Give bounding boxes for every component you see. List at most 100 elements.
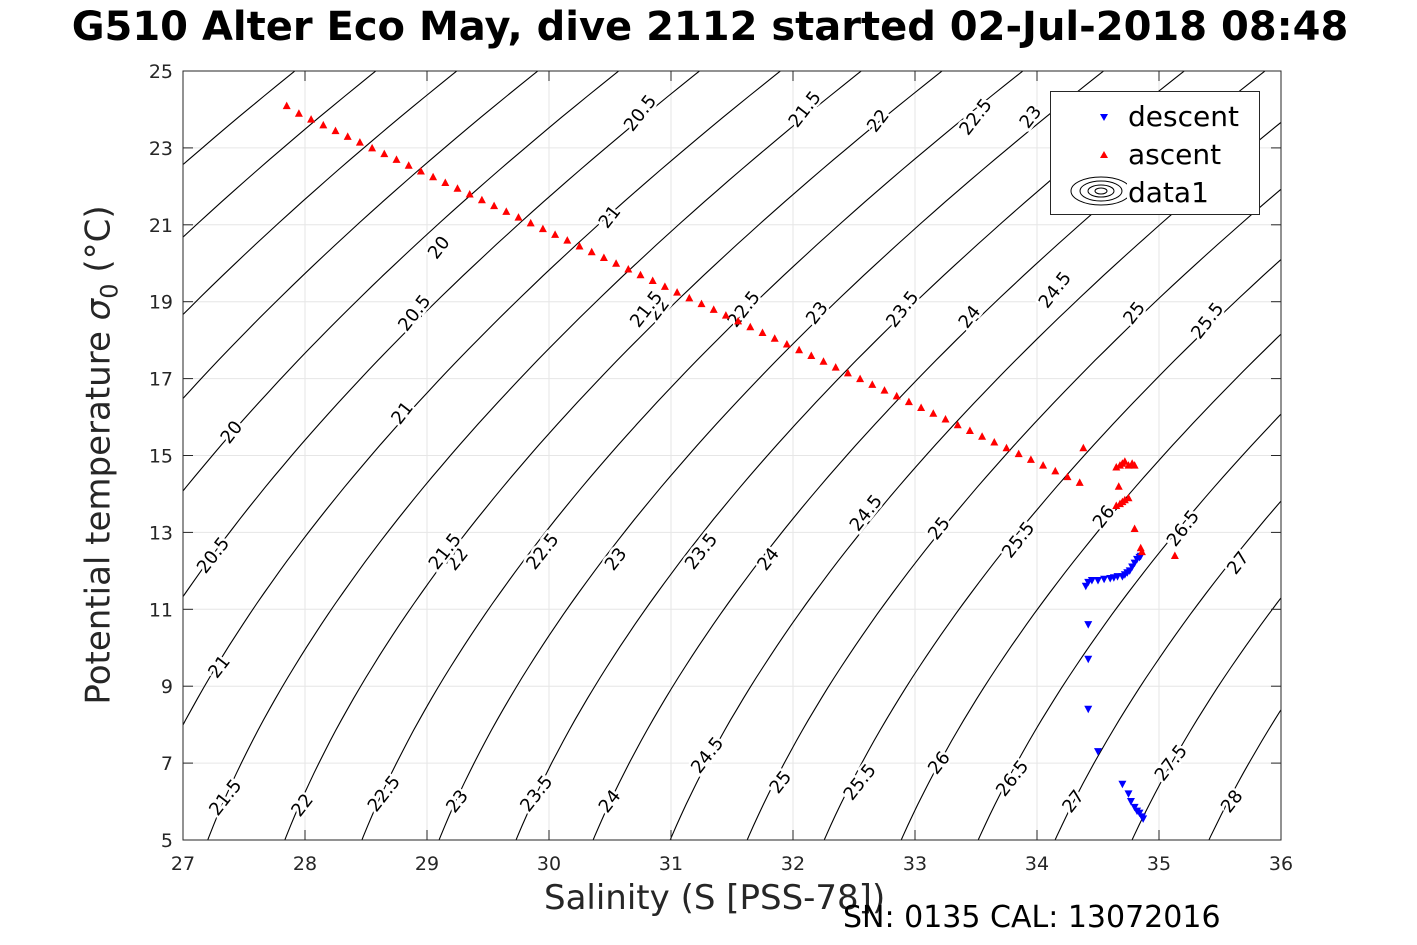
ascent-point: [1114, 482, 1123, 490]
ascent-point: [709, 305, 718, 313]
ascent-point: [343, 132, 352, 140]
contour-label: 23.5: [516, 772, 557, 817]
ascent-point: [624, 265, 633, 273]
contour-label: 23: [802, 298, 833, 329]
contour-label: 24: [753, 544, 784, 575]
contour-label: 23: [601, 544, 632, 575]
contour-label: 23.5: [681, 529, 722, 574]
ascent-point: [429, 172, 438, 181]
contour-label: 20.5: [394, 291, 435, 336]
descent-point: [1139, 815, 1148, 823]
ascent-point: [1130, 524, 1139, 533]
isopycnal-line: [183, 71, 701, 598]
x-tick-label: 32: [781, 853, 805, 875]
descent-marker-icon: [1100, 114, 1108, 121]
isopycnal-line: [183, 71, 620, 492]
y-tick-label: 21: [149, 215, 173, 237]
y-tick-label: 23: [149, 138, 173, 160]
contour-label: 24.5: [687, 733, 728, 778]
legend-label-descent: descent: [1128, 100, 1239, 133]
ascent-point: [307, 115, 316, 123]
descent-point: [1126, 798, 1135, 806]
descent-point: [1100, 575, 1109, 584]
contour-label: 22.5: [364, 772, 405, 817]
y-tick-label: 19: [149, 292, 173, 314]
ascent-point: [880, 386, 889, 394]
contour-label: 24.5: [846, 491, 887, 536]
contour-label: 20: [216, 417, 247, 448]
descent-point: [1084, 621, 1093, 629]
descent-point: [1124, 790, 1133, 798]
isopycnal-line: [746, 188, 1281, 840]
ascent-point: [1112, 463, 1121, 471]
ascent-point: [368, 143, 377, 152]
axes-layer: 27 28 29 30 31 32 33 34 35 36 5 7 9 11 13 15 17 19 21 23 25: [149, 61, 1293, 875]
ascent-point: [807, 351, 816, 360]
ascent-point: [1124, 461, 1133, 469]
legend-item-ascent[interactable]: ascent: [1051, 134, 1259, 172]
ascent-point: [1002, 443, 1011, 452]
ascent-point: [941, 414, 950, 423]
legend-label-data1: data1: [1128, 176, 1209, 209]
contour-label: 25: [924, 513, 955, 544]
contour-label: 21.5: [205, 775, 246, 820]
contour-label: 24: [955, 302, 986, 333]
y-tick-label: 5: [161, 830, 173, 852]
contour-label: 25: [765, 767, 796, 798]
contour-label: 25.5: [839, 760, 880, 805]
y-axis-label-sigma: σ: [78, 298, 119, 321]
contour-label: 20.5: [193, 533, 234, 578]
x-tick-label: 33: [903, 853, 927, 875]
isopycnal-line: [1208, 708, 1281, 840]
ascent-point: [355, 138, 364, 146]
ascent-point: [770, 334, 779, 342]
ascent-point: [380, 149, 389, 158]
ascent-point: [477, 195, 486, 204]
x-tick-label: 27: [171, 853, 195, 875]
ascent-point: [856, 374, 865, 383]
ascent-point: [319, 120, 328, 129]
isopycnal-line: [1131, 596, 1281, 840]
contour-label: 21: [387, 398, 418, 429]
ascent-point: [953, 420, 962, 429]
ascent-point: [453, 184, 462, 192]
descent-point: [1084, 655, 1093, 664]
legend[interactable]: descent ascent data1: [1050, 91, 1260, 215]
contour-label: 28: [1217, 786, 1248, 817]
isopycnal-line: [1345, 33, 1417, 879]
descent-point: [1094, 576, 1102, 585]
legend-item-descent[interactable]: descent: [1051, 96, 1259, 134]
contour-label: 22.5: [522, 529, 563, 574]
descent-point: [1135, 809, 1144, 818]
x-tick-label: 31: [659, 853, 683, 875]
contour-label: 26.5: [1163, 506, 1204, 551]
calibration-footer: SN: 0135 CAL: 13072016: [843, 900, 1221, 935]
ascent-point: [551, 230, 560, 238]
x-tick-label: 29: [415, 853, 439, 875]
x-tick-label: 30: [537, 853, 561, 875]
contour-label: 22: [287, 790, 318, 821]
ascent-point: [1075, 478, 1084, 486]
ascent-point: [929, 409, 938, 417]
y-tick-label: 9: [161, 676, 173, 698]
ascent-point: [599, 253, 608, 261]
y-axis-label: Potential temperature σ0 (°C): [79, 205, 124, 704]
contour-label: 27: [1058, 786, 1089, 817]
ascent-point: [697, 299, 706, 308]
isopycnal-line: [284, 71, 943, 840]
chart-title: G510 Alter Eco May, dive 2112 started 02…: [71, 4, 1349, 50]
ascent-point: [734, 316, 743, 325]
ascent-point: [1039, 461, 1048, 469]
y-tick-label: 17: [149, 369, 173, 391]
ascent-point: [917, 403, 926, 411]
ascent-point: [1014, 449, 1023, 458]
ascent-point: [392, 155, 401, 163]
x-tick-label: 34: [1025, 853, 1049, 875]
legend-item-data1[interactable]: data1: [1051, 172, 1259, 210]
y-tick-label: 13: [149, 522, 173, 544]
ascent-point: [538, 224, 547, 233]
ascent-point: [636, 270, 645, 279]
ascent-point: [660, 282, 669, 290]
contour-label: 23: [1016, 102, 1047, 133]
ascent-point: [782, 339, 791, 348]
